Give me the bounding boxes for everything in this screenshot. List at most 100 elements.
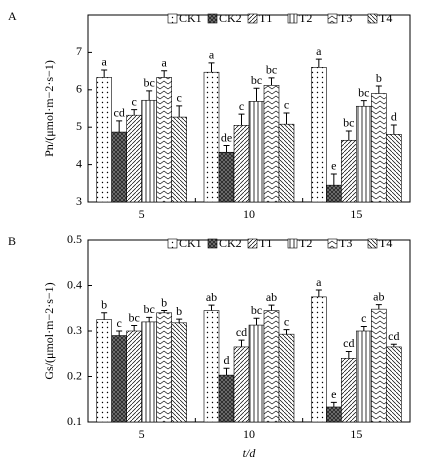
x-axis-label: t/d — [243, 446, 257, 460]
significance-letter: ab — [266, 290, 277, 304]
bar — [156, 77, 172, 203]
error-bar — [208, 62, 215, 73]
y-tick-label: 7 — [76, 44, 82, 58]
x-tick-label: 5 — [139, 207, 145, 221]
y-tick-label: 0.3 — [67, 323, 82, 337]
error-bar — [253, 317, 260, 326]
error-bar — [208, 304, 215, 311]
error-bar — [390, 343, 397, 347]
significance-letter: bc — [358, 85, 369, 99]
significance-letter: bc — [251, 303, 262, 317]
significance-letter: bc — [129, 310, 140, 324]
error-bar — [101, 69, 108, 78]
significance-letter: cd — [236, 325, 247, 339]
legend-swatch — [367, 238, 378, 249]
bar — [141, 99, 157, 203]
error-bar — [360, 325, 367, 331]
significance-letter: c — [239, 99, 244, 113]
significance-letter: b — [161, 295, 167, 309]
legend-swatch — [287, 13, 298, 24]
bar — [126, 114, 142, 203]
y-tick-label: 4 — [76, 156, 82, 170]
y-tick-label: 0.2 — [67, 368, 82, 382]
legend-swatch — [327, 13, 338, 24]
bar — [203, 310, 220, 423]
x-tick-label: 15 — [350, 207, 362, 221]
significance-letter: cd — [343, 336, 354, 350]
bar — [371, 93, 387, 203]
legend-swatch — [367, 13, 378, 24]
significance-letter: e — [331, 159, 336, 173]
y-tick-label: 3 — [76, 194, 82, 208]
error-bar — [268, 304, 275, 311]
significance-letter: bc — [251, 73, 262, 87]
legend-label: CK2 — [219, 236, 242, 250]
significance-letter: a — [316, 275, 322, 289]
bar — [356, 105, 372, 203]
legend-label: CK1 — [179, 11, 202, 25]
bar — [278, 333, 295, 423]
legend-swatch — [167, 238, 178, 249]
significance-letter: c — [284, 98, 289, 112]
panel-label: B — [8, 234, 16, 248]
legend-label: T4 — [379, 236, 392, 250]
bar — [156, 312, 172, 423]
error-bar — [116, 120, 123, 133]
bar — [263, 310, 280, 423]
error-bar — [131, 109, 138, 116]
bar — [248, 101, 265, 203]
error-bar — [345, 130, 352, 141]
significance-letter: b — [376, 71, 382, 85]
legend-swatch — [247, 238, 258, 249]
legend-label: T4 — [379, 11, 392, 25]
significance-letter: bc — [266, 63, 277, 77]
legend-label: T1 — [259, 11, 272, 25]
x-tick-label: 15 — [350, 427, 362, 441]
bar — [233, 125, 250, 203]
error-bar — [375, 304, 382, 310]
error-bar — [161, 310, 168, 313]
significance-letter: ab — [373, 289, 384, 303]
bar — [371, 308, 387, 423]
bar — [326, 184, 342, 203]
bar — [111, 131, 127, 203]
significance-letter: d — [224, 353, 230, 367]
bar — [126, 330, 142, 423]
significance-letter: a — [102, 55, 108, 69]
panel-label: A — [8, 9, 17, 23]
legend-swatch — [327, 238, 338, 249]
x-tick-label: 5 — [139, 427, 145, 441]
bar — [233, 346, 250, 423]
x-tick-label: 10 — [243, 207, 255, 221]
significance-letter: c — [284, 314, 289, 328]
error-bar — [253, 87, 260, 102]
error-bar — [176, 105, 183, 118]
legend-label: T2 — [299, 236, 312, 250]
error-bar — [330, 401, 337, 407]
y-axis-label: Pn/(μmol·m−2·s−1) — [42, 60, 56, 157]
bar — [356, 330, 372, 423]
significance-letter: cd — [114, 106, 125, 120]
error-bar — [315, 289, 322, 297]
bar — [263, 85, 280, 203]
error-bar — [360, 100, 367, 107]
bar — [341, 139, 357, 203]
error-bar — [223, 367, 230, 376]
error-bar — [146, 316, 153, 322]
bar — [278, 123, 295, 203]
legend-label: T1 — [259, 236, 272, 250]
significance-letter: d — [391, 110, 397, 124]
significance-letter: de — [221, 130, 232, 144]
legend-swatch — [247, 13, 258, 24]
legend-swatch — [207, 238, 218, 249]
bar — [96, 77, 112, 203]
error-bar — [283, 329, 290, 335]
error-bar — [345, 350, 352, 359]
error-bar — [238, 339, 245, 347]
y-tick-label: 5 — [76, 119, 82, 133]
significance-letter: b — [176, 304, 182, 318]
significance-letter: e — [331, 387, 336, 401]
significance-letter: c — [361, 311, 366, 325]
bar — [203, 71, 220, 203]
